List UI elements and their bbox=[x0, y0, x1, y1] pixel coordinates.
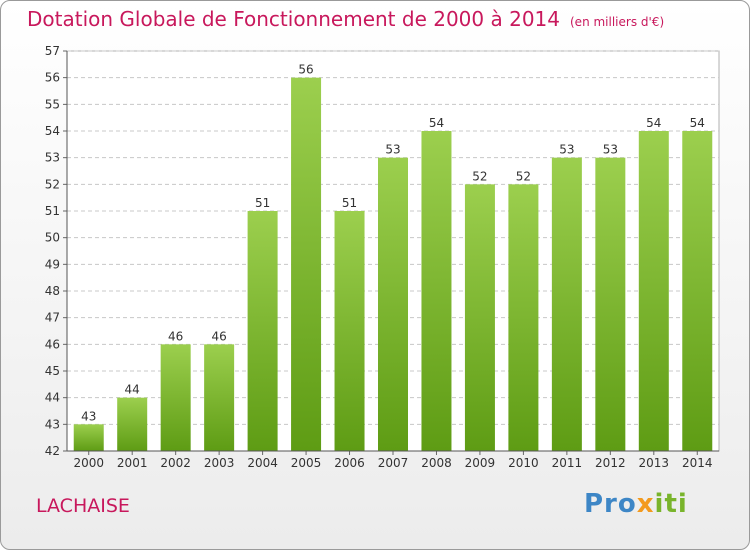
chart-title-row: Dotation Globale de Fonctionnement de 20… bbox=[27, 7, 664, 31]
data-label: 53 bbox=[559, 143, 574, 157]
bar bbox=[204, 344, 235, 451]
x-tick-label: 2014 bbox=[682, 456, 713, 470]
proxiti-logo: Proxiti bbox=[584, 489, 688, 519]
bar bbox=[551, 157, 582, 451]
x-tick-label: 2003 bbox=[204, 456, 235, 470]
y-tick-label: 53 bbox=[45, 151, 60, 165]
y-tick-label: 46 bbox=[45, 337, 60, 351]
logo-part-2: x bbox=[636, 489, 655, 519]
commune-name: LACHAISE bbox=[36, 495, 130, 517]
data-label: 54 bbox=[690, 116, 705, 130]
bar bbox=[160, 344, 191, 451]
bar bbox=[291, 77, 322, 452]
data-label: 44 bbox=[125, 383, 140, 397]
logo-part-1: Pro bbox=[584, 489, 637, 519]
bar bbox=[117, 397, 148, 451]
data-label: 52 bbox=[472, 169, 487, 183]
x-tick-label: 2001 bbox=[117, 456, 148, 470]
y-tick-label: 52 bbox=[45, 177, 60, 191]
x-tick-label: 2011 bbox=[552, 456, 583, 470]
data-label: 52 bbox=[516, 169, 531, 183]
chart-subtitle: (en milliers d'€) bbox=[570, 15, 665, 29]
y-tick-label: 45 bbox=[45, 364, 60, 378]
y-tick-label: 49 bbox=[45, 257, 60, 271]
bar bbox=[421, 131, 452, 451]
y-tick-label: 51 bbox=[45, 204, 60, 218]
data-label: 46 bbox=[168, 329, 183, 343]
data-label: 56 bbox=[298, 63, 313, 77]
y-tick-label: 50 bbox=[45, 231, 60, 245]
data-label: 53 bbox=[385, 143, 400, 157]
y-tick-label: 56 bbox=[45, 71, 60, 85]
bar bbox=[638, 131, 669, 451]
x-tick-label: 2007 bbox=[378, 456, 409, 470]
data-label: 51 bbox=[342, 196, 357, 210]
bar bbox=[334, 211, 365, 451]
x-tick-label: 2006 bbox=[334, 456, 365, 470]
y-tick-label: 55 bbox=[45, 97, 60, 111]
bar bbox=[73, 424, 104, 451]
chart-title: Dotation Globale de Fonctionnement de 20… bbox=[27, 7, 560, 31]
x-tick-label: 2010 bbox=[508, 456, 539, 470]
logo-part-3: iti bbox=[654, 489, 688, 519]
y-tick-label: 43 bbox=[45, 417, 60, 431]
y-tick-label: 44 bbox=[45, 391, 60, 405]
x-tick-label: 2004 bbox=[247, 456, 278, 470]
bar bbox=[595, 157, 626, 451]
x-tick-label: 2012 bbox=[595, 456, 626, 470]
x-tick-label: 2002 bbox=[160, 456, 191, 470]
bar bbox=[464, 184, 495, 452]
bar bbox=[682, 131, 713, 451]
data-label: 54 bbox=[429, 116, 444, 130]
y-tick-label: 42 bbox=[45, 444, 60, 458]
x-tick-label: 2000 bbox=[73, 456, 104, 470]
x-tick-label: 2009 bbox=[465, 456, 496, 470]
y-tick-label: 54 bbox=[45, 124, 60, 138]
data-label: 46 bbox=[211, 329, 226, 343]
data-label: 53 bbox=[603, 143, 618, 157]
x-tick-label: 2008 bbox=[421, 456, 452, 470]
data-label: 54 bbox=[646, 116, 661, 130]
bar bbox=[508, 184, 539, 452]
bar bbox=[378, 157, 408, 451]
bar bbox=[247, 211, 278, 451]
x-tick-label: 2013 bbox=[639, 456, 670, 470]
x-tick-label: 2005 bbox=[291, 456, 322, 470]
y-tick-label: 47 bbox=[45, 311, 60, 325]
y-tick-label: 48 bbox=[45, 284, 60, 298]
data-label: 43 bbox=[81, 409, 96, 423]
y-tick-label: 57 bbox=[45, 44, 60, 58]
data-label: 51 bbox=[255, 196, 270, 210]
